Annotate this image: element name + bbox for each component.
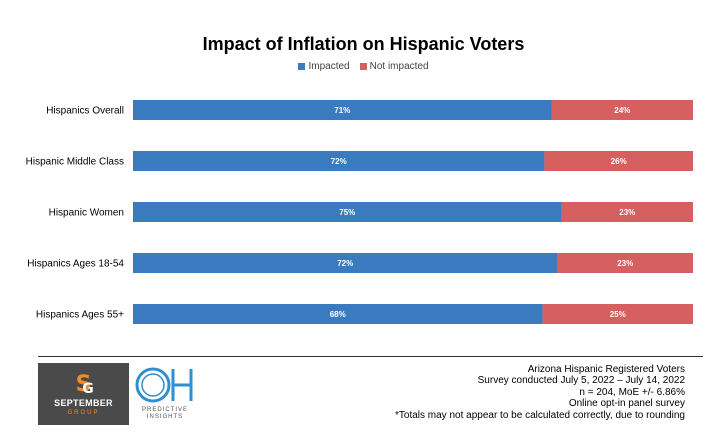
- data-label-not-impacted: 23%: [617, 259, 633, 268]
- oh-brand-line-1: PREDICTIVE: [141, 407, 188, 413]
- bar-not-impacted: [542, 304, 693, 324]
- data-label-impacted: 71%: [334, 106, 350, 115]
- footnote-line: Online opt-in panel survey: [568, 398, 685, 410]
- legend-label-impacted: Impacted: [308, 61, 350, 72]
- footer-divider: [38, 356, 703, 357]
- bar-impacted: [133, 202, 562, 222]
- legend-label-not-impacted: Not impacted: [369, 61, 429, 72]
- data-label-impacted: 72%: [337, 259, 353, 268]
- data-label-not-impacted: 23%: [619, 208, 635, 217]
- category-label: Hispanic Women: [49, 208, 124, 219]
- september-brand-top: SEPTEMBER: [54, 398, 113, 408]
- bar-not-impacted: [551, 100, 693, 120]
- footnote-line: Arizona Hispanic Registered Voters: [527, 364, 685, 375]
- category-label: Hispanic Middle Class: [26, 157, 124, 168]
- september-brand-bottom: GROUP: [67, 410, 100, 416]
- september-group-logo: S G SEPTEMBER GROUP: [38, 363, 129, 425]
- bar-not-impacted: [557, 253, 693, 273]
- bar-impacted: [133, 100, 552, 120]
- legend-item-impacted: Impacted: [298, 61, 350, 72]
- data-label-impacted: 68%: [330, 310, 346, 319]
- bar-chart: Hispanics Overall 71% 24% Hispanic Middle C…: [26, 100, 693, 324]
- oh-brand-line-2: INSIGHTS: [146, 414, 184, 420]
- data-label-not-impacted: 26%: [611, 157, 627, 166]
- sg-monogram-icon: S G: [76, 372, 94, 396]
- bar-impacted: [133, 253, 558, 273]
- legend-swatch-not-impacted: [359, 63, 367, 70]
- oh-monogram-icon: [135, 367, 193, 403]
- survey-footnotes: Arizona Hispanic Registered Voters Surve…: [325, 364, 685, 421]
- data-label-not-impacted: 24%: [614, 106, 630, 115]
- data-label-impacted: 75%: [339, 208, 355, 217]
- category-label: Hispanics Ages 18-54: [27, 259, 124, 270]
- svg-text:S: S: [76, 372, 92, 396]
- data-label-not-impacted: 25%: [610, 310, 626, 319]
- chart-title: Impact of Inflation on Hispanic Voters: [202, 34, 525, 54]
- legend-swatch-impacted: [298, 63, 306, 70]
- footnote-line: n = 204, MoE +/- 6.86%: [579, 386, 685, 398]
- svg-text:G: G: [82, 381, 94, 396]
- legend-item-not-impacted: Not impacted: [359, 61, 429, 72]
- footnote-line: *Totals may not appear to be calculated …: [395, 409, 685, 421]
- bar-not-impacted: [561, 202, 693, 222]
- oh-predictive-insights-logo: PREDICTIVE INSIGHTS: [133, 363, 197, 425]
- category-label: Hispanics Ages 55+: [36, 310, 124, 321]
- bar-impacted: [133, 304, 543, 324]
- chart-legend: Impacted Not impacted: [0, 61, 727, 72]
- bar-impacted: [133, 151, 545, 171]
- footnote-line: Survey conducted July 5, 2022 – July 14,…: [477, 375, 685, 387]
- data-label-impacted: 72%: [331, 157, 347, 166]
- bar-not-impacted: [544, 151, 693, 171]
- category-label: Hispanics Overall: [46, 106, 124, 117]
